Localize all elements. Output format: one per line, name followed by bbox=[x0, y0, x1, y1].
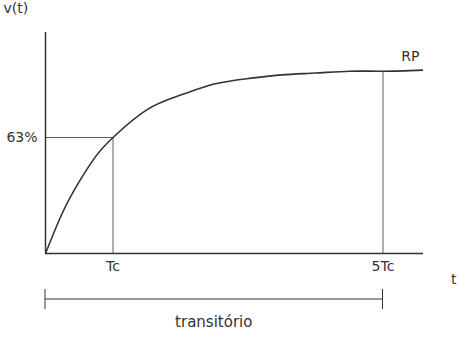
svg-text:transitório: transitório bbox=[175, 313, 252, 331]
svg-text:RP: RP bbox=[401, 48, 419, 64]
svg-text:63%: 63% bbox=[6, 129, 37, 145]
svg-text:5Tc: 5Tc bbox=[372, 258, 395, 274]
svg-text:v(t): v(t) bbox=[4, 0, 29, 16]
svg-text:t: t bbox=[451, 271, 457, 287]
svg-text:Tc: Tc bbox=[105, 258, 120, 274]
